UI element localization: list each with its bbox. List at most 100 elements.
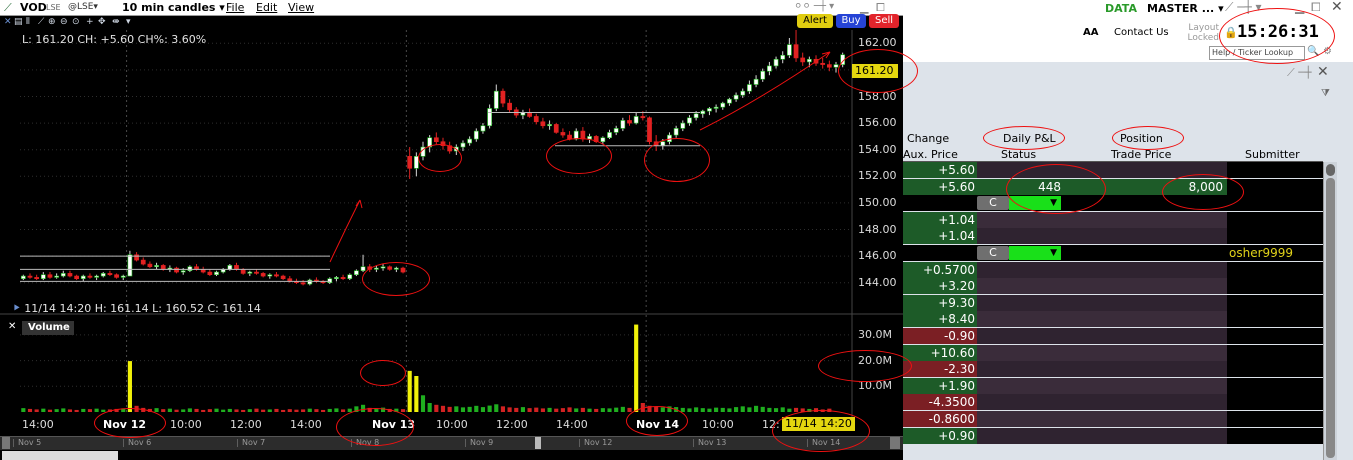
- nav-left-arrow[interactable]: [2, 437, 10, 449]
- candle: [467, 138, 473, 144]
- submitter-cell: osher9999: [1227, 245, 1323, 261]
- volume-bar: [620, 406, 625, 412]
- volume-bar: [527, 408, 532, 412]
- order-row[interactable]: -2.30: [903, 361, 1323, 378]
- volume-bar: [727, 408, 732, 412]
- exchange-select[interactable]: @LSE▾: [68, 2, 98, 12]
- volume-bar: [314, 409, 319, 412]
- menu-file[interactable]: File: [226, 1, 245, 14]
- candle: [753, 78, 759, 85]
- candle: [820, 62, 826, 65]
- change-cell: +1.04: [903, 228, 977, 245]
- order-row[interactable]: -0.90: [903, 328, 1323, 344]
- order-row[interactable]: +1.04: [903, 228, 1323, 245]
- maximize-icon[interactable]: ⧠: [876, 1, 885, 14]
- order-row[interactable]: +5.60: [903, 162, 1323, 178]
- order-row[interactable]: -4.3500: [903, 394, 1323, 411]
- more-tools-icon[interactable]: ▾: [126, 17, 131, 27]
- volume-bar: [267, 409, 272, 412]
- contact-us-link[interactable]: Contact Us: [1114, 27, 1169, 38]
- symbol-label[interactable]: VOD: [20, 1, 47, 14]
- order-row[interactable]: C ▼: [903, 195, 1323, 212]
- status-cell: [977, 344, 1227, 361]
- nav-right-arrow[interactable]: [890, 437, 900, 449]
- zoom-fit-icon[interactable]: ⊙: [72, 17, 80, 27]
- col-trade-price[interactable]: Trade Price: [1111, 148, 1172, 161]
- order-row[interactable]: +0.5700: [903, 261, 1323, 278]
- annotation-range: [546, 138, 612, 174]
- order-row[interactable]: +1.04: [903, 211, 1323, 228]
- order-row[interactable]: +8.40: [903, 311, 1323, 328]
- candles-icon[interactable]: ⫴: [26, 17, 30, 27]
- price-chart[interactable]: [0, 0, 903, 436]
- annotation-volume-spike: [360, 360, 406, 386]
- order-row[interactable]: C ▼ osher9999: [903, 245, 1323, 261]
- close-panel-icon[interactable]: ✕: [4, 17, 12, 27]
- chart-toolbar: ✕ ▤ ⫴ ⟋ ⊕ ⊖ ⊙ + ✥ ⇼ ▾ Alert Buy Sell: [0, 14, 903, 32]
- volume-bar: [780, 407, 785, 412]
- volume-bar: [261, 409, 266, 412]
- window-max-icon[interactable]: ⧠: [1311, 0, 1321, 14]
- order-row[interactable]: +3.20: [903, 278, 1323, 295]
- price-tick-label: 152.00: [858, 169, 897, 183]
- sub-close-icon[interactable]: ✕: [1317, 64, 1329, 80]
- scroll-thumb[interactable]: [1326, 178, 1335, 458]
- sell-button[interactable]: Sell: [869, 14, 899, 28]
- zoom-in-icon[interactable]: ⊕: [48, 17, 56, 27]
- col-submitter[interactable]: Submitter: [1245, 148, 1300, 161]
- annotation-dip2: [644, 138, 710, 182]
- order-row[interactable]: +0.90: [903, 427, 1323, 444]
- order-row[interactable]: +9.30: [903, 294, 1323, 311]
- candle: [433, 137, 439, 143]
- order-type-dropdown[interactable]: ▼: [1009, 246, 1061, 260]
- draw-line-icon[interactable]: ⟋: [38, 17, 45, 27]
- volume-bar: [554, 408, 559, 412]
- pan-icon[interactable]: ✥: [98, 17, 106, 27]
- filter-icon[interactable]: ⧩: [1321, 88, 1330, 99]
- order-row[interactable]: -0.8600: [903, 411, 1323, 427]
- close-icon[interactable]: ✕: [1331, 0, 1343, 15]
- crosshair-icon[interactable]: +: [86, 17, 94, 27]
- candle: [733, 94, 739, 100]
- nav-handle[interactable]: [535, 437, 541, 449]
- order-row[interactable]: +5.60 448 8,000: [903, 178, 1323, 195]
- candle: [740, 90, 746, 96]
- col-status[interactable]: Status: [1001, 148, 1037, 161]
- settings-icon[interactable]: ⚙: [1323, 46, 1332, 57]
- zoom-out-icon[interactable]: ⊖: [60, 17, 68, 27]
- candle: [174, 267, 179, 273]
- interval-select[interactable]: 10 min candles ▾: [122, 1, 225, 14]
- scroll-up[interactable]: [1326, 164, 1335, 176]
- submitter-cell: [1227, 328, 1323, 344]
- menu-edit[interactable]: Edit: [256, 1, 278, 14]
- candle: [760, 70, 766, 80]
- expand-icon[interactable]: ⯈: [12, 302, 25, 315]
- time-navigator[interactable]: Nov 5 | Nov 6 | Nov 7 | Nov 8 | Nov 9 | Nov 12 | Nov…: [0, 436, 903, 450]
- candle: [280, 275, 286, 280]
- volume-bar: [707, 408, 712, 412]
- close-volume-icon[interactable]: ✕: [8, 321, 17, 332]
- data-label[interactable]: DATA: [1105, 2, 1137, 15]
- candle: [114, 274, 119, 278]
- buy-button[interactable]: Buy: [836, 14, 866, 28]
- volume-bar: [94, 408, 99, 412]
- order-row[interactable]: +10.60: [903, 344, 1323, 361]
- cancel-order-button[interactable]: C: [977, 196, 1009, 211]
- col-aux-price[interactable]: Aux. Price: [903, 148, 958, 161]
- bar-chart-icon[interactable]: ▤: [14, 17, 23, 27]
- col-change[interactable]: Change: [907, 132, 950, 145]
- window-min-icon[interactable]: ▁: [1295, 0, 1305, 14]
- volume-bar: [447, 406, 452, 412]
- minimize-icon[interactable]: ▁: [860, 1, 869, 14]
- master-select[interactable]: MASTER ... ▾: [1147, 2, 1224, 15]
- font-size-button[interactable]: AA: [1083, 27, 1099, 38]
- order-row[interactable]: +1.90: [903, 377, 1323, 394]
- link-group-icon[interactable]: ⚪⚪ ─┼ ▾: [794, 1, 835, 12]
- alert-button[interactable]: Alert: [797, 14, 833, 28]
- scale-icon[interactable]: ⇼: [112, 17, 120, 27]
- status-strip: [0, 450, 903, 460]
- cancel-order-button[interactable]: C: [977, 246, 1009, 260]
- menu-view[interactable]: View: [288, 1, 315, 14]
- sub-link-icon[interactable]: ⟋ ─┼: [1287, 66, 1312, 79]
- scrollbar[interactable]: [1323, 162, 1337, 460]
